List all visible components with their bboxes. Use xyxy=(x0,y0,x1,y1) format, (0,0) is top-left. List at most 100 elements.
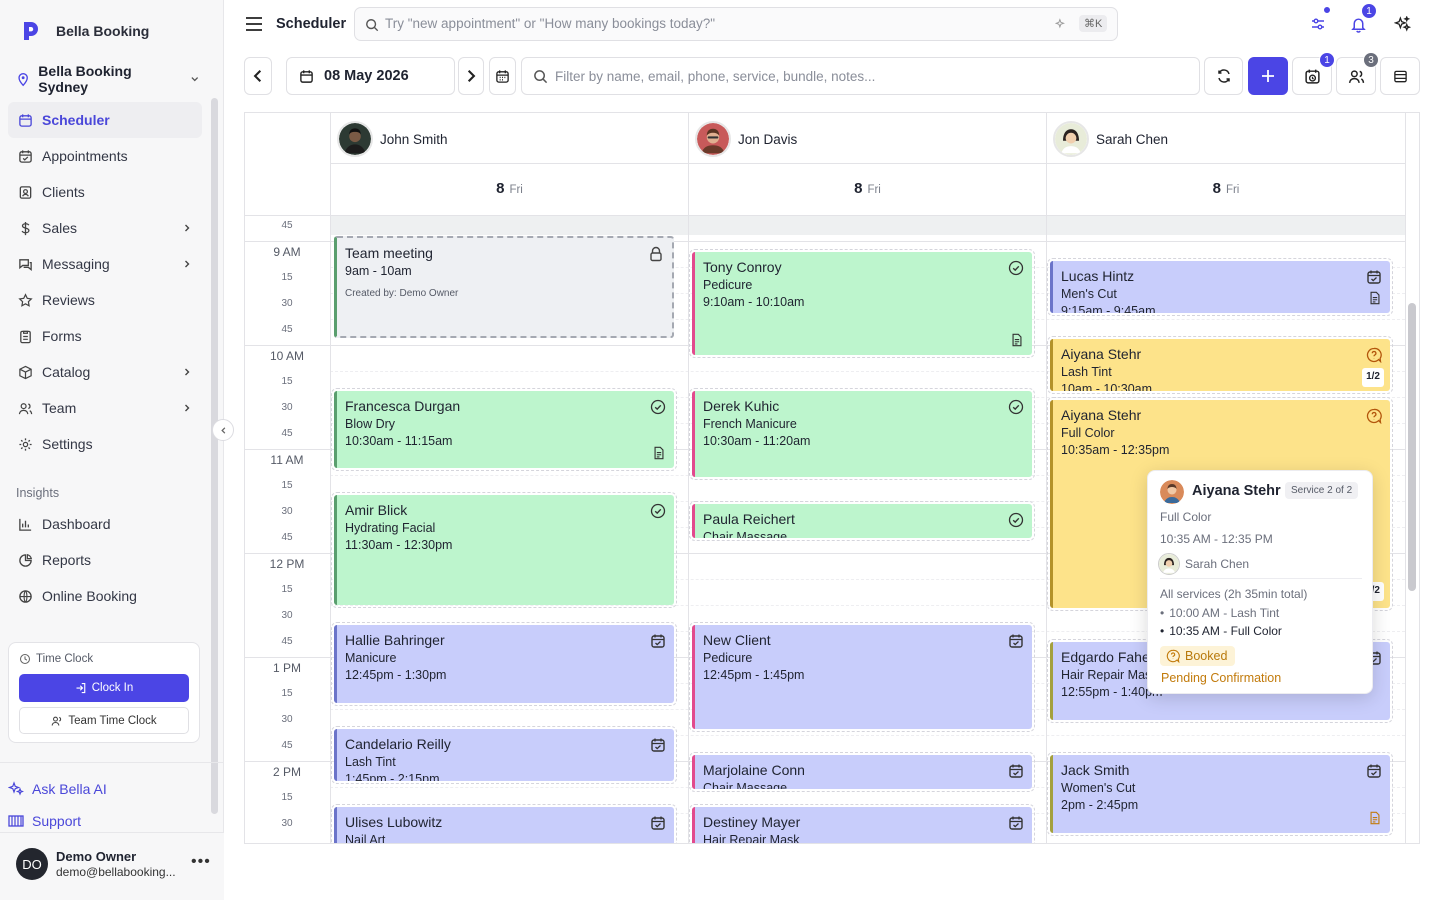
time-label: 15 xyxy=(281,792,293,803)
appointment-card[interactable]: Ulises Lubowitz Nail Art xyxy=(331,804,677,843)
appointment-card[interactable]: Marjolaine Conn Chair Massage xyxy=(689,752,1035,792)
appointment-card[interactable]: Paula Reichert Chair Massage xyxy=(689,501,1035,541)
appointment-card[interactable]: Team meeting 9am - 10am Created by: Demo O… xyxy=(334,236,674,338)
client-name: Ulises Lubowitz xyxy=(345,814,443,830)
notifications-button[interactable]: 1 xyxy=(1342,3,1377,40)
ai-assistant-button[interactable] xyxy=(1386,8,1418,40)
bella-logo-icon xyxy=(24,22,38,40)
sidebar-item-reviews[interactable]: Reviews xyxy=(8,282,202,318)
appointment-card[interactable]: Candelario Reilly Lash Tint 1:45pm - 2:15p… xyxy=(331,726,677,784)
sidebar-item-team[interactable]: Team xyxy=(8,390,202,426)
staff-sarah-chen[interactable]: Sarah Chen xyxy=(1053,121,1168,157)
client-name: Destiney Mayer xyxy=(703,814,801,830)
sidebar-item-label: Settings xyxy=(42,436,93,452)
time-gridline xyxy=(330,579,1405,580)
layout-toggle-button[interactable] xyxy=(1380,57,1420,95)
service-name: French Manicure xyxy=(703,417,797,431)
sidebar-item-online-booking[interactable]: Online Booking xyxy=(8,578,202,614)
top-bar: Scheduler ⌘K 1 xyxy=(224,0,1440,48)
sidebar-item-clients[interactable]: Clients xyxy=(8,174,202,210)
staff-selector-button[interactable]: 3 xyxy=(1336,52,1379,95)
new-appointment-button[interactable] xyxy=(1248,57,1288,95)
next-day-button[interactable] xyxy=(458,57,484,95)
client-name: Hallie Bahringer xyxy=(345,632,445,648)
panel-icon xyxy=(1393,70,1407,82)
appointment-card[interactable]: Amir Blick Hydrating Facial 11:30am - 12:3… xyxy=(331,492,677,608)
sidebar-item-dashboard[interactable]: Dashboard xyxy=(8,506,202,542)
header-line xyxy=(331,163,688,164)
appointment-card[interactable]: Tony Conroy Pedicure 9:10am - 10:10am xyxy=(689,249,1035,358)
appointment-filter[interactable] xyxy=(521,57,1200,95)
clock-in-button[interactable]: Clock In xyxy=(19,674,189,702)
appointment-time: 9:10am - 10:10am xyxy=(703,294,805,309)
support-link[interactable]: Support xyxy=(8,813,81,829)
date-picker-button[interactable]: 08 May 2026 xyxy=(286,57,455,95)
time-label: 9 AM xyxy=(273,245,301,259)
service-name: Manicure xyxy=(345,651,397,665)
sidebar-item-reports[interactable]: Reports xyxy=(8,542,202,578)
calendar-scrollbar[interactable] xyxy=(1408,303,1416,591)
appointment-card[interactable]: Jack Smith Women's Cut 2pm - 2:45pm xyxy=(1047,752,1393,836)
refresh-button[interactable] xyxy=(1204,57,1243,95)
sidebar-item-appointments[interactable]: Appointments xyxy=(8,138,202,174)
note-orange-icon xyxy=(1370,811,1380,825)
appointment-card[interactable]: Derek Kuhic French Manicure 10:30am - 11:2… xyxy=(689,388,1035,480)
sidebar-item-sales[interactable]: Sales xyxy=(8,210,202,246)
staff-column-header[interactable]: Sarah Chen 8 Fri xyxy=(1046,113,1405,215)
appointment-card[interactable]: Hallie Bahringer Manicure 12:45pm - 1:30pm xyxy=(331,622,677,706)
sidebar-item-label: Reports xyxy=(42,552,92,568)
appointment-card[interactable]: Lucas Hintz Men's Cut 9:15am - 9:45am xyxy=(1047,258,1393,316)
column-divider xyxy=(688,113,689,843)
time-gridline xyxy=(330,735,1405,736)
appointment-card[interactable]: Aiyana Stehr Lash Tint 10am - 10:30am 1/2 xyxy=(1047,336,1393,394)
service-name: Women's Cut xyxy=(1061,781,1136,795)
calendar-check-icon xyxy=(651,738,665,752)
notifications-badge: 1 xyxy=(1361,3,1377,19)
time-label: 30 xyxy=(281,298,293,309)
sidebar-item-forms[interactable]: Forms xyxy=(8,318,202,354)
more-icon[interactable]: ••• xyxy=(191,853,211,870)
collapse-sidebar-button[interactable] xyxy=(212,419,234,441)
ask-bella-ai-link[interactable]: Ask Bella AI xyxy=(8,781,107,797)
waitlist-button[interactable]: 1 xyxy=(1292,52,1335,95)
filter-input[interactable] xyxy=(555,69,1185,84)
sidebar-item-settings[interactable]: Settings xyxy=(8,426,202,462)
client-name: Derek Kuhic xyxy=(703,398,780,414)
client-name: New Client xyxy=(703,632,771,648)
check-circle-icon xyxy=(1008,512,1024,528)
sidebar-scrollbar[interactable] xyxy=(211,98,218,814)
time-label: 30 xyxy=(281,714,293,725)
command-search[interactable]: ⌘K xyxy=(354,7,1118,41)
brand[interactable]: Bella Booking xyxy=(20,20,149,42)
sidebar-item-label: Online Booking xyxy=(42,588,137,604)
location-selector[interactable]: Bella Booking Sydney xyxy=(16,63,200,95)
command-search-input[interactable] xyxy=(385,16,1035,31)
sidebar-item-scheduler[interactable]: Scheduler xyxy=(8,102,202,138)
check-circle-icon xyxy=(650,503,666,519)
user-name: Demo Owner xyxy=(56,849,137,864)
sidebar-item-label: Reviews xyxy=(42,292,95,308)
time-gridline xyxy=(330,371,1405,372)
previous-day-button[interactable] xyxy=(244,57,272,95)
appointment-card[interactable]: Destiney Mayer Hair Repair Mask xyxy=(689,804,1035,843)
menu-icon[interactable] xyxy=(245,16,263,32)
dollar-icon xyxy=(21,221,30,235)
sidebar-item-catalog[interactable]: Catalog xyxy=(8,354,202,390)
sidebar-item-messaging[interactable]: Messaging xyxy=(8,246,202,282)
appointment-card[interactable]: Francesca Durgan Blow Dry 10:30am - 11:15a… xyxy=(331,388,677,471)
calendar-check-icon xyxy=(19,149,32,163)
client-name: Aiyana Stehr xyxy=(1061,407,1142,423)
appointment-card[interactable]: New Client Pedicure 12:45pm - 1:45pm xyxy=(689,622,1035,732)
service-name: Full Color xyxy=(1061,426,1115,440)
client-name[interactable]: Aiyana Stehr xyxy=(1192,483,1281,499)
staff-column-header[interactable]: John Smith 8 Fri xyxy=(330,113,688,215)
service-name: Blow Dry xyxy=(345,417,396,431)
calendar-view-button[interactable] xyxy=(489,57,516,95)
staff-john-smith[interactable]: John Smith xyxy=(337,121,448,157)
filters-button[interactable] xyxy=(1302,6,1334,40)
gear-icon xyxy=(19,437,32,451)
user-menu[interactable]: DO Demo Owner demo@bellabooking... ••• xyxy=(0,832,224,900)
staff-jon-davis[interactable]: Jon Davis xyxy=(695,121,797,157)
team-time-clock-button[interactable]: Team Time Clock xyxy=(19,707,189,734)
staff-column-header[interactable]: Jon Davis 8 Fri xyxy=(688,113,1046,215)
